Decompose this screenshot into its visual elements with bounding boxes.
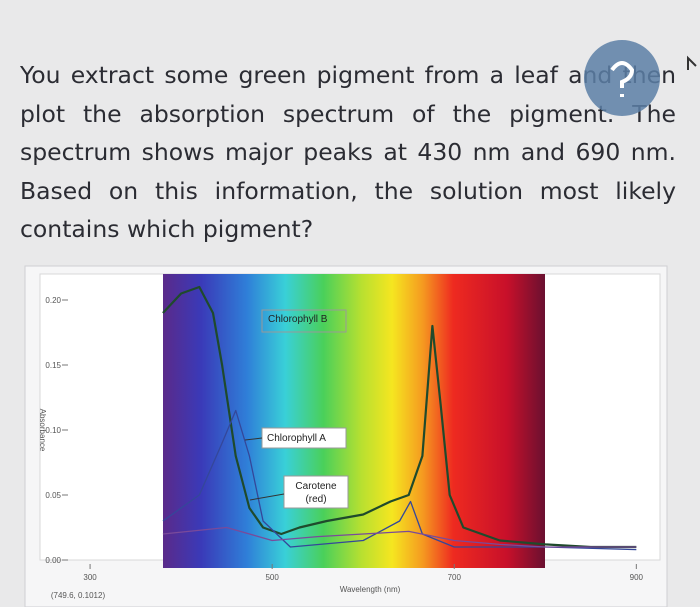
data-line bbox=[162, 409, 637, 551]
help-button[interactable] bbox=[584, 40, 660, 116]
help-icon bbox=[610, 61, 635, 97]
annotation-box bbox=[283, 475, 349, 509]
y-tick-label: 0.05 bbox=[45, 491, 61, 500]
cursor-icon bbox=[687, 55, 697, 70]
data-line bbox=[162, 526, 637, 548]
cursor-readout: (749.6, 0.1012) bbox=[51, 591, 106, 600]
annotation: Chlorophyll B bbox=[268, 314, 328, 325]
y-axis-label: Absorbance bbox=[38, 409, 47, 452]
x-tick-label: 500 bbox=[265, 573, 279, 582]
plot: 0.20 0.15 0.10 0.05 0.00 300 500 700 900 bbox=[45, 285, 644, 582]
data-line bbox=[162, 285, 637, 549]
question-text: You extract some green pigment from a le… bbox=[20, 61, 676, 243]
y-tick-label: 0.10 bbox=[45, 426, 61, 435]
spectrum-band bbox=[163, 274, 545, 568]
x-axis-label: Wavelength (nm) bbox=[340, 585, 401, 594]
y-tick-label: 0.20 bbox=[45, 296, 61, 305]
x-tick-label: 300 bbox=[83, 573, 97, 582]
annotation: Chlorophyll A bbox=[267, 433, 326, 444]
annotation: (red) bbox=[305, 494, 326, 505]
y-tick-label: 0.00 bbox=[45, 556, 61, 565]
annotation-box bbox=[261, 309, 347, 333]
leader-line bbox=[244, 437, 263, 441]
x-tick-label: 900 bbox=[630, 573, 644, 582]
y-tick-label: 0.15 bbox=[45, 361, 61, 370]
x-tick-label: 700 bbox=[448, 573, 462, 582]
annotation: Carotene bbox=[295, 481, 337, 492]
leader-line bbox=[249, 493, 285, 501]
